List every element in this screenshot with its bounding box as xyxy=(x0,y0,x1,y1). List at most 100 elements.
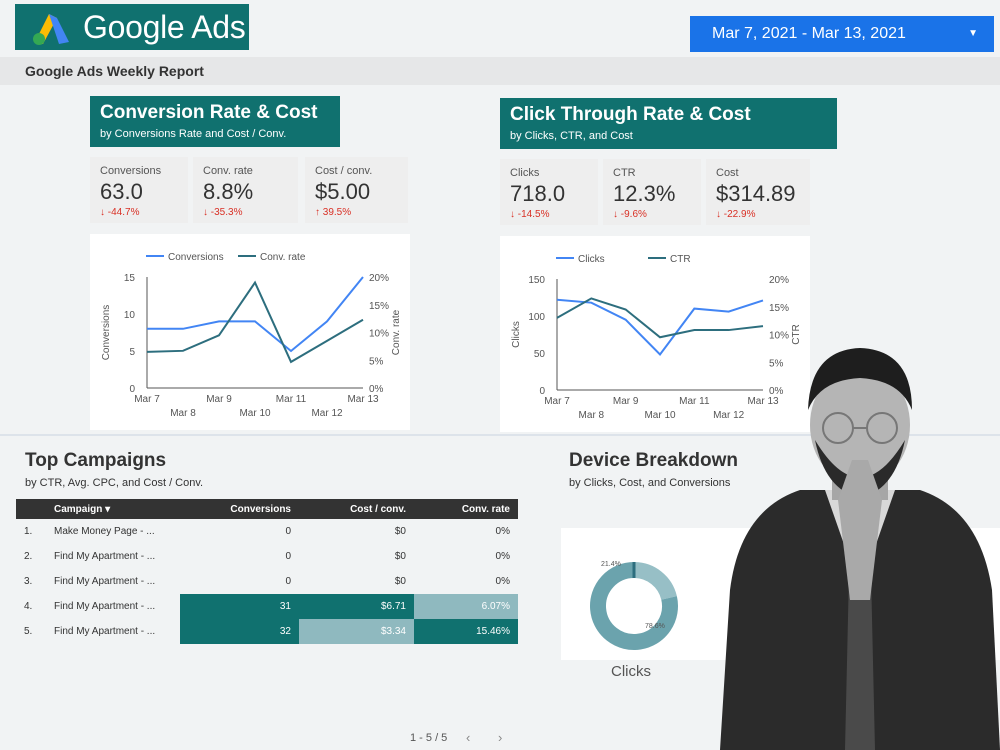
conv-rate-cell: 0% xyxy=(414,519,518,544)
y-tick-label: 5 xyxy=(129,347,135,358)
date-range-text: Mar 7, 2021 - Mar 13, 2021 xyxy=(712,25,906,42)
google-ads-icon xyxy=(33,14,69,45)
x-tick-label: Mar 8 xyxy=(579,410,605,421)
kpi-label: Clicks xyxy=(510,167,540,179)
x-tick-label: Mar 9 xyxy=(613,396,639,407)
conversion-chart-card: Conversions Conv. rate 0 5 10 15 0% 5% 10% 15% 20%… xyxy=(90,234,410,430)
y-tick-label: 100 xyxy=(528,312,545,323)
kpi-conv-rate: Conv. rate 8.8% ↓ -35.3% xyxy=(193,157,298,223)
legend-entry: Conv. rate xyxy=(260,252,306,263)
kpi-delta: ↓ -9.6% xyxy=(613,209,647,220)
kpi-value: 718.0 xyxy=(510,181,566,206)
conversions-cell: 0 xyxy=(180,544,299,569)
kpi-cost-per-conv: Cost / conv. $5.00 ↑ 39.5% xyxy=(305,157,408,223)
prev-page-icon[interactable]: ‹ xyxy=(466,730,471,745)
campaign-name: Make Money Page - ... xyxy=(46,519,180,544)
table-row[interactable]: 5. Find My Apartment - ... 32 $3.34 15.4… xyxy=(16,619,518,644)
kpi-conversions: Conversions 63.0 ↓ -44.7% xyxy=(90,157,188,223)
cost-conv-cell: $3.34 xyxy=(299,619,414,644)
y-axis-title: Clicks xyxy=(511,321,522,348)
donut-label: Clicks xyxy=(611,663,651,680)
legend-entry: CTR xyxy=(670,254,691,265)
table-row[interactable]: 4. Find My Apartment - ... 31 $6.71 6.07… xyxy=(16,594,518,619)
kpi-cost: Cost $314.89 ↓ -22.9% xyxy=(706,159,810,225)
x-tick-label: Mar 9 xyxy=(206,394,232,405)
y2-tick-label: 10% xyxy=(369,329,389,340)
series-line xyxy=(147,276,364,353)
cost-conv-cell: $0 xyxy=(299,569,414,594)
kpi-delta: ↓ -14.5% xyxy=(510,209,550,220)
table-row[interactable]: 1. Make Money Page - ... 0 $0 0% xyxy=(16,519,518,544)
donut-slice xyxy=(633,562,677,601)
y-tick-label: 15 xyxy=(124,273,136,284)
y-tick-label: 0 xyxy=(129,384,135,395)
campaigns-table: Campaign ▾ Conversions Cost / conv. Conv… xyxy=(16,499,518,644)
kpi-value: 8.8% xyxy=(203,179,254,204)
legend-entry: Clicks xyxy=(578,254,605,265)
kpi-value: 63.0 xyxy=(100,179,143,204)
report-title-bar xyxy=(0,57,1000,85)
ctr-chart-card: Clicks CTR 0 50 100 150 0% 5% 10% 15% 20% Clicks CTR… xyxy=(500,236,810,432)
col-conv-rate-header[interactable]: Conv. rate xyxy=(414,499,518,519)
table-row[interactable]: 2. Find My Apartment - ... 0 $0 0% xyxy=(16,544,518,569)
kpi-label: CTR xyxy=(613,167,636,179)
device-subtitle: by Clicks, Cost, and Conversions xyxy=(569,477,731,489)
cost-conv-cell: $0 xyxy=(299,519,414,544)
section-divider xyxy=(0,434,1000,436)
campaigns-title: Top Campaigns xyxy=(25,450,167,471)
donut-card: 21.4% 78.6% xyxy=(561,528,736,660)
y2-tick-label: 15% xyxy=(369,301,389,312)
table-row[interactable]: 3. Find My Apartment - ... 0 $0 0% xyxy=(16,569,518,594)
conv-rate-cell: 0% xyxy=(414,544,518,569)
row-index: 1. xyxy=(16,519,46,544)
kpi-value: $5.00 xyxy=(315,179,371,204)
google-ads-logo: Google Ads xyxy=(15,4,249,50)
cost-conv-cell: $0 xyxy=(299,544,414,569)
kpi-value: $314.89 xyxy=(716,181,796,206)
y2-tick-label: 20% xyxy=(369,273,389,284)
x-tick-label: Mar 8 xyxy=(170,408,196,419)
series-line xyxy=(556,297,764,339)
conversions-cell: 32 xyxy=(180,619,299,644)
kpi-label: Conv. rate xyxy=(203,165,253,177)
kpi-label: Cost / conv. xyxy=(315,165,373,177)
row-index: 4. xyxy=(16,594,46,619)
y-tick-label: 150 xyxy=(528,275,545,286)
slice-label: 78.6% xyxy=(645,623,665,630)
y2-tick-label: 5% xyxy=(769,358,784,369)
x-tick-label: Mar 11 xyxy=(276,394,307,405)
conversion-section-header: Conversion Rate & Cost by Conversions Ra… xyxy=(90,96,340,147)
conversion-subtitle: by Conversions Rate and Cost / Conv. xyxy=(100,128,287,140)
x-tick-label: Mar 10 xyxy=(239,408,271,419)
conversions-cell: 0 xyxy=(180,569,299,594)
col-conversions-header[interactable]: Conversions xyxy=(180,499,299,519)
col-index-header xyxy=(16,499,46,519)
caret-down-icon: ▼ xyxy=(968,28,978,39)
row-index: 5. xyxy=(16,619,46,644)
campaign-name: Find My Apartment - ... xyxy=(46,544,180,569)
y2-axis-title: Conv. rate xyxy=(391,309,402,355)
next-page-icon[interactable]: › xyxy=(498,730,503,745)
date-range-picker[interactable]: Mar 7, 2021 - Mar 13, 2021 ▼ xyxy=(690,16,994,52)
x-tick-label: Mar 13 xyxy=(347,394,379,405)
kpi-label: Cost xyxy=(716,167,739,179)
conv-rate-cell: 0% xyxy=(414,569,518,594)
col-campaign-header[interactable]: Campaign ▾ xyxy=(46,499,180,519)
campaign-name: Find My Apartment - ... xyxy=(46,619,180,644)
conversions-cell: 0 xyxy=(180,519,299,544)
col-cost-conv-header[interactable]: Cost / conv. xyxy=(299,499,414,519)
kpi-delta: ↓ -35.3% xyxy=(203,207,243,218)
table-pager-text: 1 - 5 / 5 xyxy=(410,732,448,744)
campaign-name: Find My Apartment - ... xyxy=(46,594,180,619)
ctr-title: Click Through Rate & Cost xyxy=(510,104,751,125)
y2-tick-label: 20% xyxy=(769,275,789,286)
y2-tick-label: 5% xyxy=(369,356,384,367)
conversion-title: Conversion Rate & Cost xyxy=(100,102,318,123)
x-tick-label: Mar 12 xyxy=(311,408,343,419)
kpi-delta: ↓ -22.9% xyxy=(716,209,756,220)
kpi-delta: ↓ -44.7% xyxy=(100,207,140,218)
x-tick-label: Mar 7 xyxy=(134,394,160,405)
clicks-donut-chart: 21.4% 78.6% xyxy=(590,561,678,650)
y2-tick-label: 10% xyxy=(769,331,789,342)
kpi-ctr: CTR 12.3% ↓ -9.6% xyxy=(603,159,701,225)
